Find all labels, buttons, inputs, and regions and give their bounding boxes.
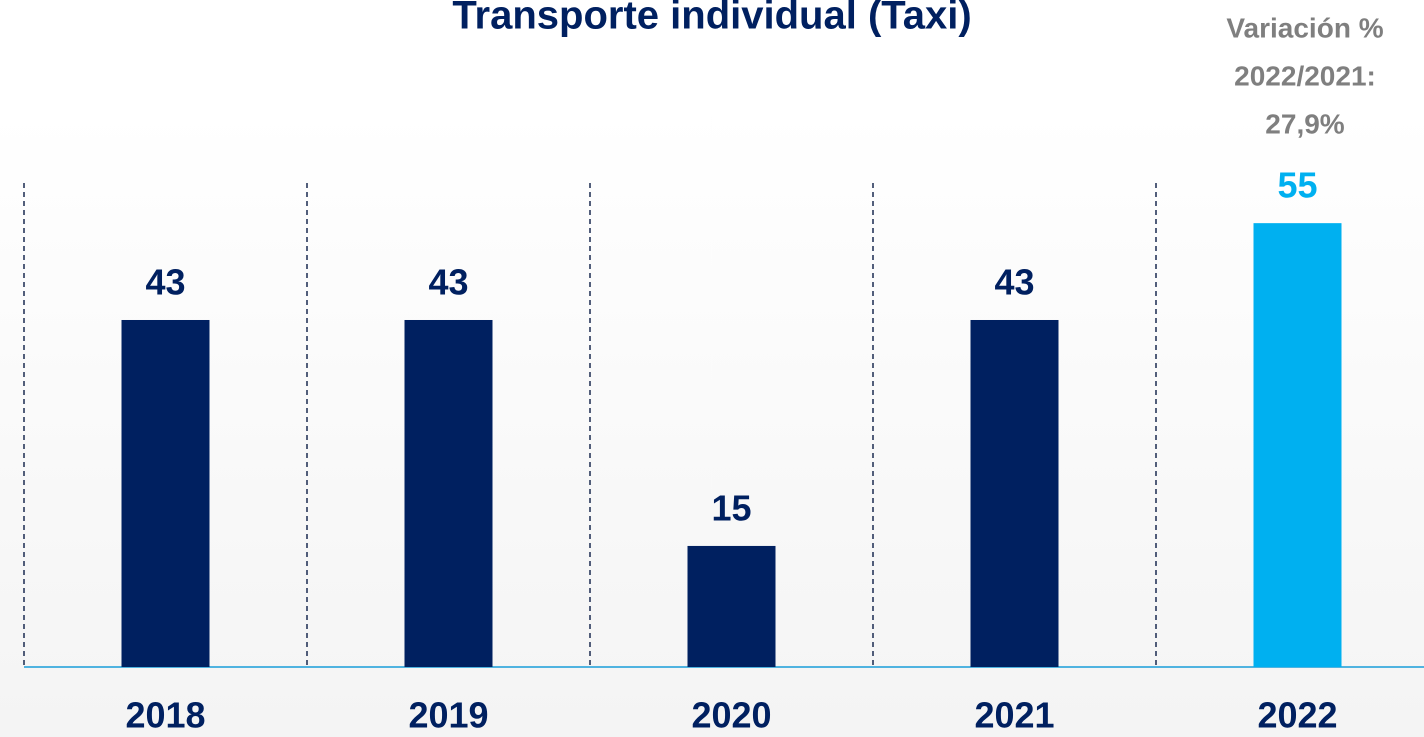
data-label: 55 [1277, 165, 1317, 206]
annotation: Variación % [1226, 12, 1383, 43]
x-tick-label: 2018 [125, 695, 205, 736]
bar [1253, 223, 1342, 667]
data-label: 43 [145, 262, 185, 303]
data-label: 15 [711, 487, 751, 528]
annotation: 2022/2021: [1234, 60, 1376, 91]
x-tick-label: 2019 [408, 695, 488, 736]
x-tick-label: 2020 [691, 695, 771, 736]
annotation: 27,9% [1265, 108, 1344, 139]
bar [404, 319, 493, 667]
x-tick-label: 2021 [974, 695, 1054, 736]
bar [970, 319, 1059, 667]
bar [121, 319, 210, 667]
chart-title: Transporte individual (Taxi) [452, 0, 971, 38]
data-label: 43 [994, 262, 1034, 303]
x-tick-label: 2022 [1257, 695, 1337, 736]
data-label: 43 [428, 262, 468, 303]
bar [687, 545, 776, 667]
